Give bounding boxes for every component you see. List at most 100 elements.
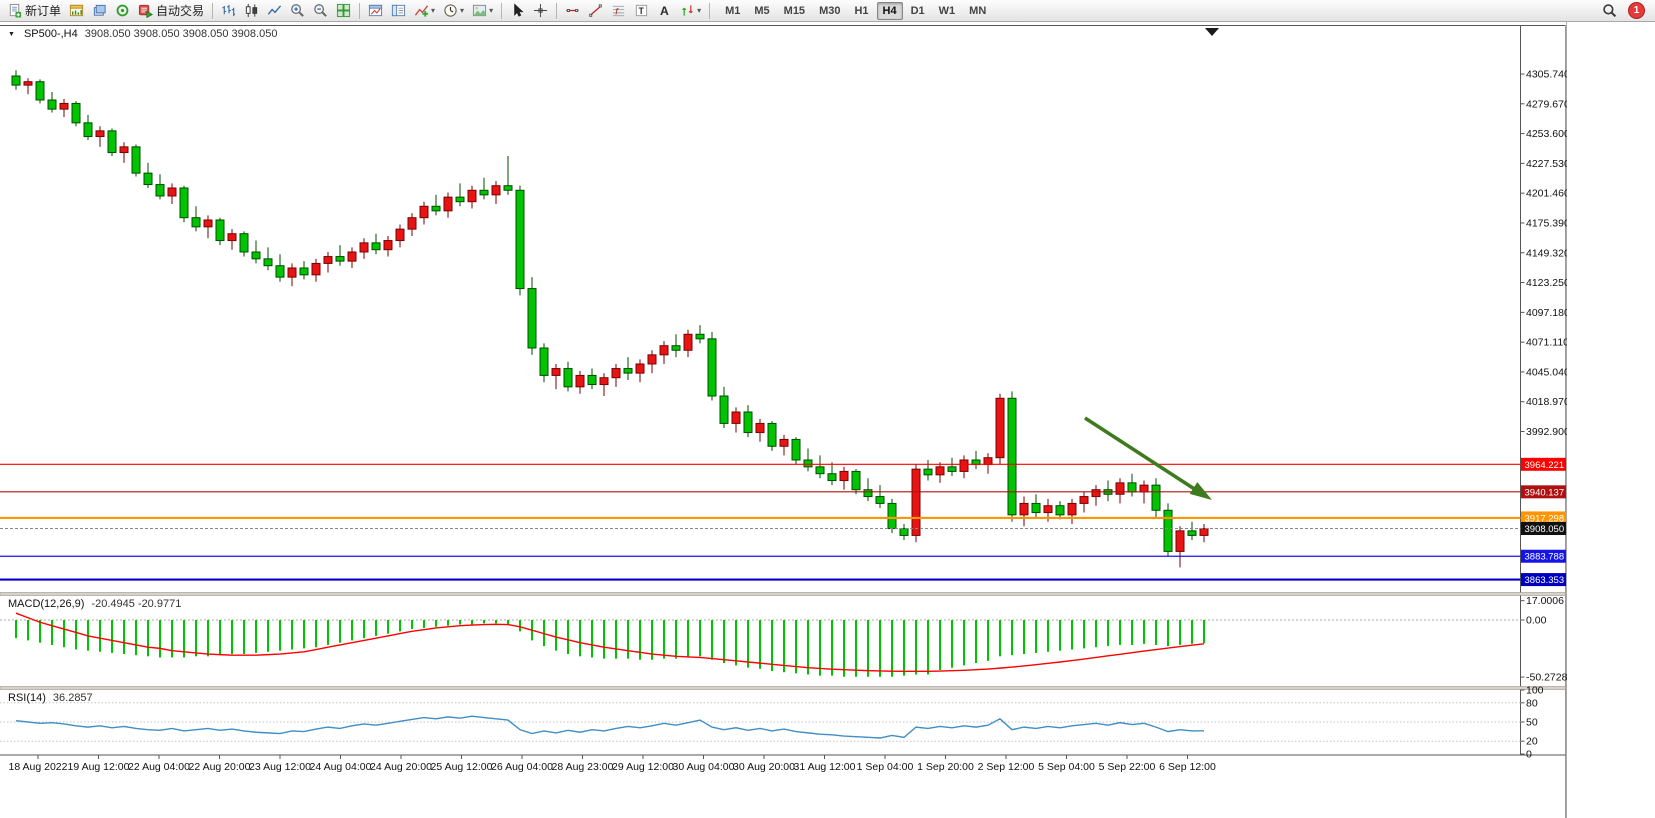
bars-icon (222, 4, 236, 17)
auto-trading-label: 自动交易 (156, 4, 205, 18)
time-axis-label: 1 Sep 04:00 (857, 761, 914, 773)
svg-text:T: T (639, 6, 645, 16)
price-level-tag-label: 3917.298 (1525, 513, 1565, 524)
time-axis-label: 6 Sep 12:00 (1159, 761, 1216, 773)
price-axis-label: 4149.320 (1526, 247, 1567, 259)
fibonacci-button[interactable]: f (608, 0, 629, 21)
navigator-button[interactable] (388, 0, 409, 21)
time-axis-label: 31 Aug 12:00 (794, 761, 856, 773)
text-button[interactable]: T (631, 0, 652, 21)
toolbar-separator (709, 2, 711, 19)
price-level-tag-label: 3863.353 (1525, 575, 1565, 586)
new-order-icon (9, 3, 22, 18)
price-axis-label: 4123.250 (1526, 277, 1567, 289)
fibo-icon: f (612, 5, 625, 16)
timeframe-mn-button[interactable]: MN (969, 4, 987, 17)
dropdown-caret-icon: ▾ (697, 5, 702, 15)
price-axis-label: 4305.740 (1526, 69, 1567, 81)
timeframe-h4-button[interactable]: H4 (876, 1, 903, 20)
periods-button[interactable]: ▾ (440, 0, 467, 21)
arrow-objects-button[interactable]: ▾ (677, 0, 704, 21)
new-chart-button[interactable] (66, 0, 87, 21)
template-icon (473, 4, 487, 17)
timeframe-m5-button[interactable]: M5 (754, 4, 770, 17)
crosshair-button[interactable] (530, 0, 551, 21)
trend-arrow[interactable] (1084, 416, 1212, 500)
rsi-axis-label: 100 (1526, 685, 1544, 697)
new-chart-icon (69, 4, 84, 17)
zoom-in-icon (291, 4, 304, 17)
time-axis-label: 25 Aug 12:00 (431, 761, 493, 773)
toolbar-separator (501, 2, 503, 19)
time-axis-label: 19 Aug 12:00 (68, 761, 130, 773)
chart-shift-marker[interactable] (1205, 28, 1219, 36)
toolbar-right: 1 (1598, 0, 1652, 21)
auto-trading-button[interactable]: 自动交易 (135, 0, 207, 21)
new-order-label: 新订单 (25, 4, 62, 18)
cursor-button[interactable] (507, 0, 528, 21)
timeframe-m1-button[interactable]: M1 (725, 4, 741, 17)
current-price-tag (1521, 522, 1566, 536)
current-price-tag-label: 3908.050 (1525, 524, 1565, 535)
price-axis-label: 4018.970 (1526, 396, 1567, 408)
market-watch-icon (116, 4, 129, 17)
timeframe-m15-button[interactable]: M15 (783, 4, 806, 17)
price-level-tag (1521, 485, 1566, 499)
zoom-out-button[interactable] (310, 0, 331, 21)
price-level-tag (1521, 549, 1566, 563)
line-chart-mode-button[interactable] (264, 0, 285, 21)
label-icon: A (660, 4, 669, 18)
new-order-button[interactable]: 新订单 (4, 0, 64, 21)
rsi-panel-separator[interactable] (0, 686, 1566, 690)
svg-text:A: A (660, 4, 669, 18)
time-axis-label: 30 Aug 04:00 (673, 761, 735, 773)
time-axis-label: 1 Sep 20:00 (917, 761, 974, 773)
market-watch-button[interactable] (112, 0, 133, 21)
time-axis-label: 22 Aug 04:00 (128, 761, 190, 773)
toolbar-separator (359, 2, 361, 19)
timeframe-m30-button[interactable]: M30 (819, 4, 841, 17)
rsi-axis-label: 50 (1526, 717, 1538, 729)
chart-canvas[interactable]: 4305.740 4279.670 4253.600 4227.530 4201.460… (0, 22, 1567, 818)
price-level-tag-label: 3940.137 (1525, 487, 1565, 498)
dropdown-caret-icon: ▾ (460, 5, 465, 15)
timeframe-w1-button[interactable]: W1 (938, 4, 956, 17)
rsi-axis-label: 20 (1526, 736, 1538, 748)
macd-signal-line (15, 612, 1205, 673)
templates-button[interactable]: ▾ (469, 0, 496, 21)
zoom-in-button[interactable] (287, 0, 308, 21)
trendline-icon (589, 4, 602, 17)
price-axis-label: 4253.600 (1526, 128, 1567, 140)
svg-text:f: f (615, 6, 619, 16)
hline-icon (566, 9, 579, 13)
macd-axis-label: 17.0006 (1526, 595, 1564, 607)
candle-chart-mode-button[interactable] (241, 0, 262, 21)
text-label-button[interactable]: A (654, 0, 675, 21)
clock-icon (444, 4, 457, 17)
bar-chart-mode-button[interactable] (218, 0, 239, 21)
price-level-tag-label: 3883.788 (1525, 552, 1565, 563)
tile-windows-button[interactable] (333, 0, 354, 21)
chart-window-icon (368, 4, 383, 17)
horizontal-line-button[interactable] (562, 0, 583, 21)
toolbar: 新订单 自动交易 ▾ ▾ ▾ f T A ▾ M1 M5 M15 M30 H1 H4 D1 W1 MN 1 (0, 0, 1655, 22)
timeframe-d1-button[interactable]: D1 (910, 4, 925, 17)
time-axis-label: 23 Aug 12:00 (249, 761, 311, 773)
tile-icon (336, 3, 351, 18)
search-button[interactable] (1599, 0, 1620, 21)
time-axis-label: 30 Aug 20:00 (733, 761, 795, 773)
profiles-button[interactable] (89, 0, 110, 21)
timeframe-h1-button[interactable]: H1 (854, 4, 869, 17)
price-axis-label: 4201.460 (1526, 188, 1567, 200)
indicators-button[interactable]: ▾ (411, 0, 438, 21)
time-axis-label: 5 Sep 04:00 (1038, 761, 1095, 773)
chart-window-nav-button[interactable] (365, 0, 386, 21)
notification-badge[interactable]: 1 (1628, 2, 1645, 19)
dropdown-caret-icon: ▾ (489, 5, 494, 15)
cursor-icon (514, 3, 524, 17)
price-axis-label: 4097.180 (1526, 307, 1567, 319)
rsi-line (15, 715, 1205, 739)
macd-panel-separator[interactable] (0, 592, 1566, 596)
indicators-icon (414, 5, 429, 17)
trendline-button[interactable] (585, 0, 606, 21)
